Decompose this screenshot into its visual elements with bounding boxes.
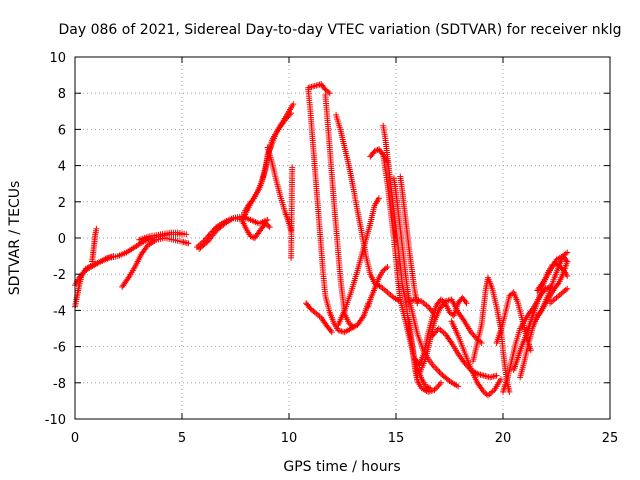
plus-markers <box>405 316 444 395</box>
axis-ticks: 0 5 10 15 20 25 -10 -8 -6 -4 -2 0 2 4 6 8 10 <box>45 51 619 446</box>
data-series-track <box>335 195 382 328</box>
y-tick-label: -4 <box>53 304 66 319</box>
data-series-track <box>303 300 335 336</box>
data-series-track <box>196 215 273 252</box>
data-series-track <box>89 225 100 265</box>
plus-markers <box>397 173 421 307</box>
x-tick-label: 10 <box>281 431 298 446</box>
data-series-track <box>397 173 421 307</box>
data-series-track <box>238 110 295 223</box>
plus-markers <box>303 300 335 336</box>
y-tick-label: -8 <box>53 377 66 392</box>
y-tick-label: -2 <box>53 268 66 283</box>
y-tick-label: 8 <box>58 87 66 102</box>
x-axis-label: GPS time / hours <box>283 459 400 475</box>
plus-markers <box>196 215 273 252</box>
plus-markers <box>335 195 382 328</box>
plus-markers <box>412 294 470 368</box>
data-series-track <box>288 164 296 261</box>
data-series-track <box>412 294 470 368</box>
data-series-track <box>448 318 504 399</box>
plus-markers <box>89 225 100 265</box>
x-tick-label: 20 <box>495 431 512 446</box>
y-tick-label: -6 <box>53 341 66 356</box>
data-series-track <box>547 285 571 307</box>
plus-markers <box>405 296 438 317</box>
y-tick-label: 6 <box>58 123 66 138</box>
x-tick-label: 5 <box>178 431 186 446</box>
chart-title: Day 086 of 2021, Sidereal Day-to-day VTE… <box>59 22 622 38</box>
x-tick-label: 0 <box>71 431 79 446</box>
data-series-track <box>405 296 438 317</box>
plus-markers <box>448 318 504 399</box>
y-tick-label: 10 <box>49 51 66 66</box>
data-series-track <box>405 316 444 395</box>
y-tick-label: -10 <box>45 413 66 428</box>
plus-markers <box>238 110 295 223</box>
data-series-track <box>534 253 571 294</box>
y-tick-label: 0 <box>58 232 66 247</box>
plus-markers <box>365 264 391 310</box>
plus-markers <box>547 285 571 307</box>
plus-markers <box>534 253 571 294</box>
plus-markers <box>136 229 190 243</box>
x-tick-label: 15 <box>388 431 405 446</box>
data-markers <box>72 81 571 399</box>
y-axis-label: SDTVAR / TECUs <box>7 181 23 296</box>
data-series-track <box>136 229 190 243</box>
data-series-track <box>416 296 485 377</box>
plus-markers <box>288 164 296 261</box>
data-series-track <box>119 235 192 290</box>
data-series-track <box>333 111 404 305</box>
plus-markers <box>416 296 485 377</box>
plus-markers <box>333 111 404 305</box>
x-tick-label: 25 <box>602 431 619 446</box>
plus-markers <box>119 235 192 290</box>
y-tick-label: 2 <box>58 196 66 211</box>
y-tick-label: 4 <box>58 160 66 175</box>
data-series-track <box>365 264 391 310</box>
